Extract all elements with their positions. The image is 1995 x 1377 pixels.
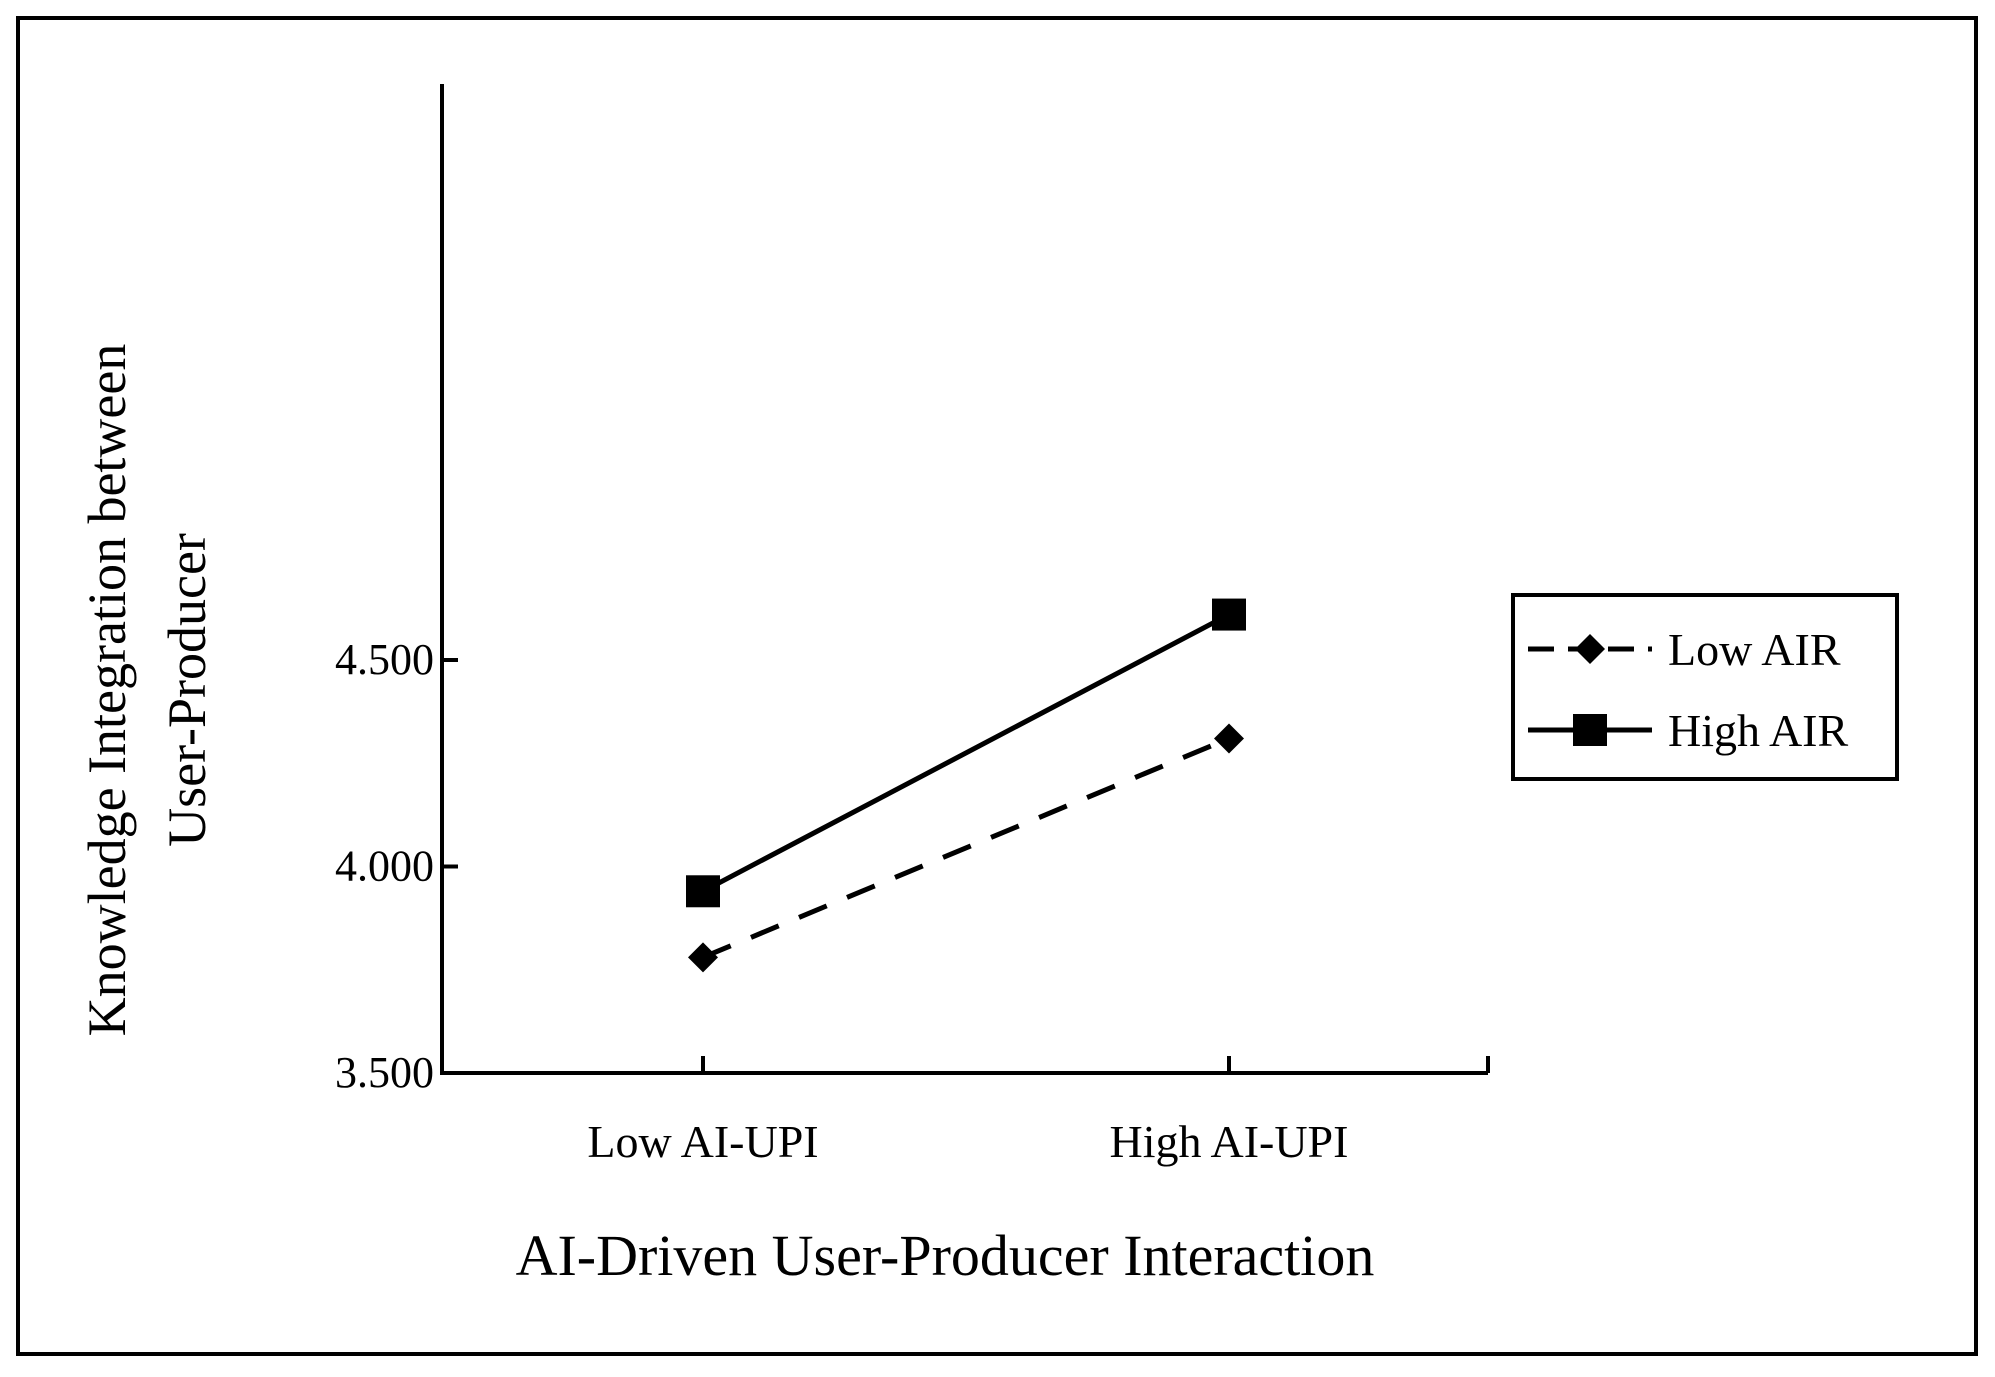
series-group	[686, 598, 1246, 973]
y-tick-label: 4.000	[335, 842, 434, 891]
data-point-low-air	[688, 942, 718, 973]
legend-label-high-air: High AIR	[1668, 705, 1849, 756]
legend-marker-low-air	[1575, 634, 1605, 664]
series-line-low-air	[702, 736, 1230, 960]
y-axis-title-line2: User-Producer	[157, 533, 217, 847]
series-high-air	[686, 598, 1246, 908]
legend-marker-high-air	[1573, 714, 1607, 746]
y-axis-ticks: 3.500 4.000 4.500	[335, 635, 458, 1097]
legend-box	[1511, 593, 1899, 781]
chart-frame	[16, 16, 1978, 1356]
y-axis-title-line1: Knowledge Integration between	[77, 344, 137, 1037]
legend: Low AIR High AIR	[1511, 593, 1899, 781]
data-point-high-air	[686, 875, 720, 908]
x-axis-title: AI-Driven User-Producer Interaction	[516, 1223, 1375, 1288]
x-tick-label: High AI-UPI	[1110, 1116, 1349, 1167]
y-axis-title: Knowledge Integration between User-Produ…	[77, 344, 217, 1037]
data-point-low-air	[1214, 723, 1244, 754]
legend-label-low-air: Low AIR	[1668, 624, 1841, 675]
legend-entries: Low AIR High AIR	[1528, 624, 1849, 756]
x-tick-label: Low AI-UPI	[587, 1116, 818, 1167]
y-tick-label: 4.500	[335, 635, 434, 684]
x-axis-ticks: Low AI-UPI High AI-UPI	[587, 1056, 1348, 1167]
data-point-high-air	[1212, 598, 1246, 631]
series-low-air	[688, 723, 1244, 973]
series-line-high-air	[701, 612, 1231, 894]
y-tick-label: 3.500	[335, 1048, 434, 1097]
